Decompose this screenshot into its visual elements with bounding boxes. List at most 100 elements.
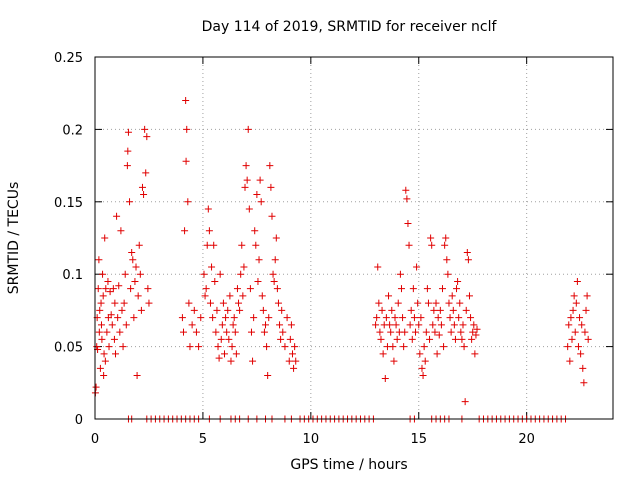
data-point bbox=[267, 183, 275, 191]
data-point bbox=[260, 328, 268, 336]
data-point bbox=[389, 343, 397, 351]
data-point bbox=[568, 335, 576, 343]
data-point bbox=[418, 364, 426, 372]
data-point bbox=[262, 321, 270, 329]
data-point bbox=[135, 241, 143, 249]
data-point bbox=[256, 176, 264, 184]
data-point bbox=[434, 314, 442, 322]
data-point bbox=[378, 306, 386, 314]
data-point bbox=[182, 96, 190, 104]
x-tick-label: 5 bbox=[199, 432, 207, 447]
data-point bbox=[202, 285, 210, 293]
data-point bbox=[569, 306, 577, 314]
y-tick-label: 0.15 bbox=[54, 196, 83, 211]
data-point bbox=[219, 299, 227, 307]
data-point bbox=[270, 277, 278, 285]
data-point bbox=[457, 328, 465, 336]
data-point bbox=[577, 350, 585, 358]
data-point bbox=[100, 350, 108, 358]
y-tick-label: 0.05 bbox=[54, 341, 83, 356]
data-point bbox=[131, 277, 139, 285]
data-point bbox=[99, 292, 107, 300]
data-point bbox=[258, 292, 266, 300]
data-point bbox=[461, 398, 469, 406]
data-point bbox=[473, 325, 481, 333]
data-point bbox=[104, 277, 112, 285]
data-point bbox=[376, 328, 384, 336]
data-point bbox=[257, 198, 265, 206]
data-point bbox=[103, 328, 111, 336]
data-points bbox=[91, 96, 592, 423]
data-point bbox=[468, 335, 476, 343]
data-point bbox=[128, 248, 136, 256]
data-point bbox=[265, 314, 273, 322]
data-point bbox=[247, 328, 255, 336]
data-point bbox=[215, 354, 223, 362]
data-point bbox=[116, 328, 124, 336]
data-point bbox=[186, 343, 194, 351]
data-point bbox=[274, 299, 282, 307]
data-point bbox=[188, 321, 196, 329]
data-point bbox=[218, 321, 226, 329]
y-tick-label: 0.25 bbox=[54, 51, 83, 66]
data-point bbox=[445, 299, 453, 307]
data-point bbox=[400, 343, 408, 351]
data-point bbox=[279, 328, 287, 336]
data-point bbox=[230, 314, 238, 322]
data-point bbox=[423, 285, 431, 293]
data-point bbox=[251, 227, 259, 235]
data-point bbox=[564, 343, 572, 351]
data-point bbox=[226, 292, 234, 300]
data-point bbox=[375, 299, 383, 307]
data-point bbox=[571, 328, 579, 336]
data-point bbox=[584, 335, 592, 343]
data-point bbox=[432, 299, 440, 307]
data-point bbox=[428, 241, 436, 249]
data-point bbox=[442, 234, 450, 242]
data-point bbox=[183, 125, 191, 133]
data-point bbox=[413, 263, 421, 271]
data-point bbox=[570, 292, 578, 300]
data-point bbox=[132, 263, 140, 271]
data-point bbox=[277, 335, 285, 343]
y-tick-label: 0.1 bbox=[62, 268, 83, 283]
data-point bbox=[249, 357, 257, 365]
data-point bbox=[245, 205, 253, 213]
data-point bbox=[142, 169, 150, 177]
data-point bbox=[144, 285, 152, 293]
data-point bbox=[582, 306, 590, 314]
data-point bbox=[124, 147, 132, 155]
data-point bbox=[95, 256, 103, 264]
data-point bbox=[288, 350, 296, 358]
data-point bbox=[467, 314, 475, 322]
data-point bbox=[233, 285, 241, 293]
data-point bbox=[95, 328, 103, 336]
data-point bbox=[407, 306, 415, 314]
data-point bbox=[242, 162, 250, 170]
data-point bbox=[387, 328, 395, 336]
data-point bbox=[137, 306, 145, 314]
data-point bbox=[238, 241, 246, 249]
data-point bbox=[123, 162, 131, 170]
data-point bbox=[290, 364, 298, 372]
data-point bbox=[419, 372, 427, 380]
data-point bbox=[225, 335, 233, 343]
data-point bbox=[450, 321, 458, 329]
data-point bbox=[222, 314, 230, 322]
x-axis-label: GPS time / hours bbox=[290, 457, 407, 473]
data-point bbox=[253, 191, 261, 199]
data-point bbox=[405, 241, 413, 249]
data-point bbox=[285, 357, 293, 365]
data-point bbox=[386, 321, 394, 329]
data-point bbox=[200, 270, 208, 278]
data-point bbox=[178, 314, 186, 322]
data-point bbox=[210, 241, 218, 249]
data-point bbox=[453, 285, 461, 293]
data-point bbox=[145, 299, 153, 307]
y-axis-label: SRMTID / TECUs bbox=[6, 182, 22, 295]
x-tick-label: 10 bbox=[303, 432, 320, 447]
data-point bbox=[192, 328, 200, 336]
data-point bbox=[462, 306, 470, 314]
data-point bbox=[572, 299, 580, 307]
data-point bbox=[403, 195, 411, 203]
